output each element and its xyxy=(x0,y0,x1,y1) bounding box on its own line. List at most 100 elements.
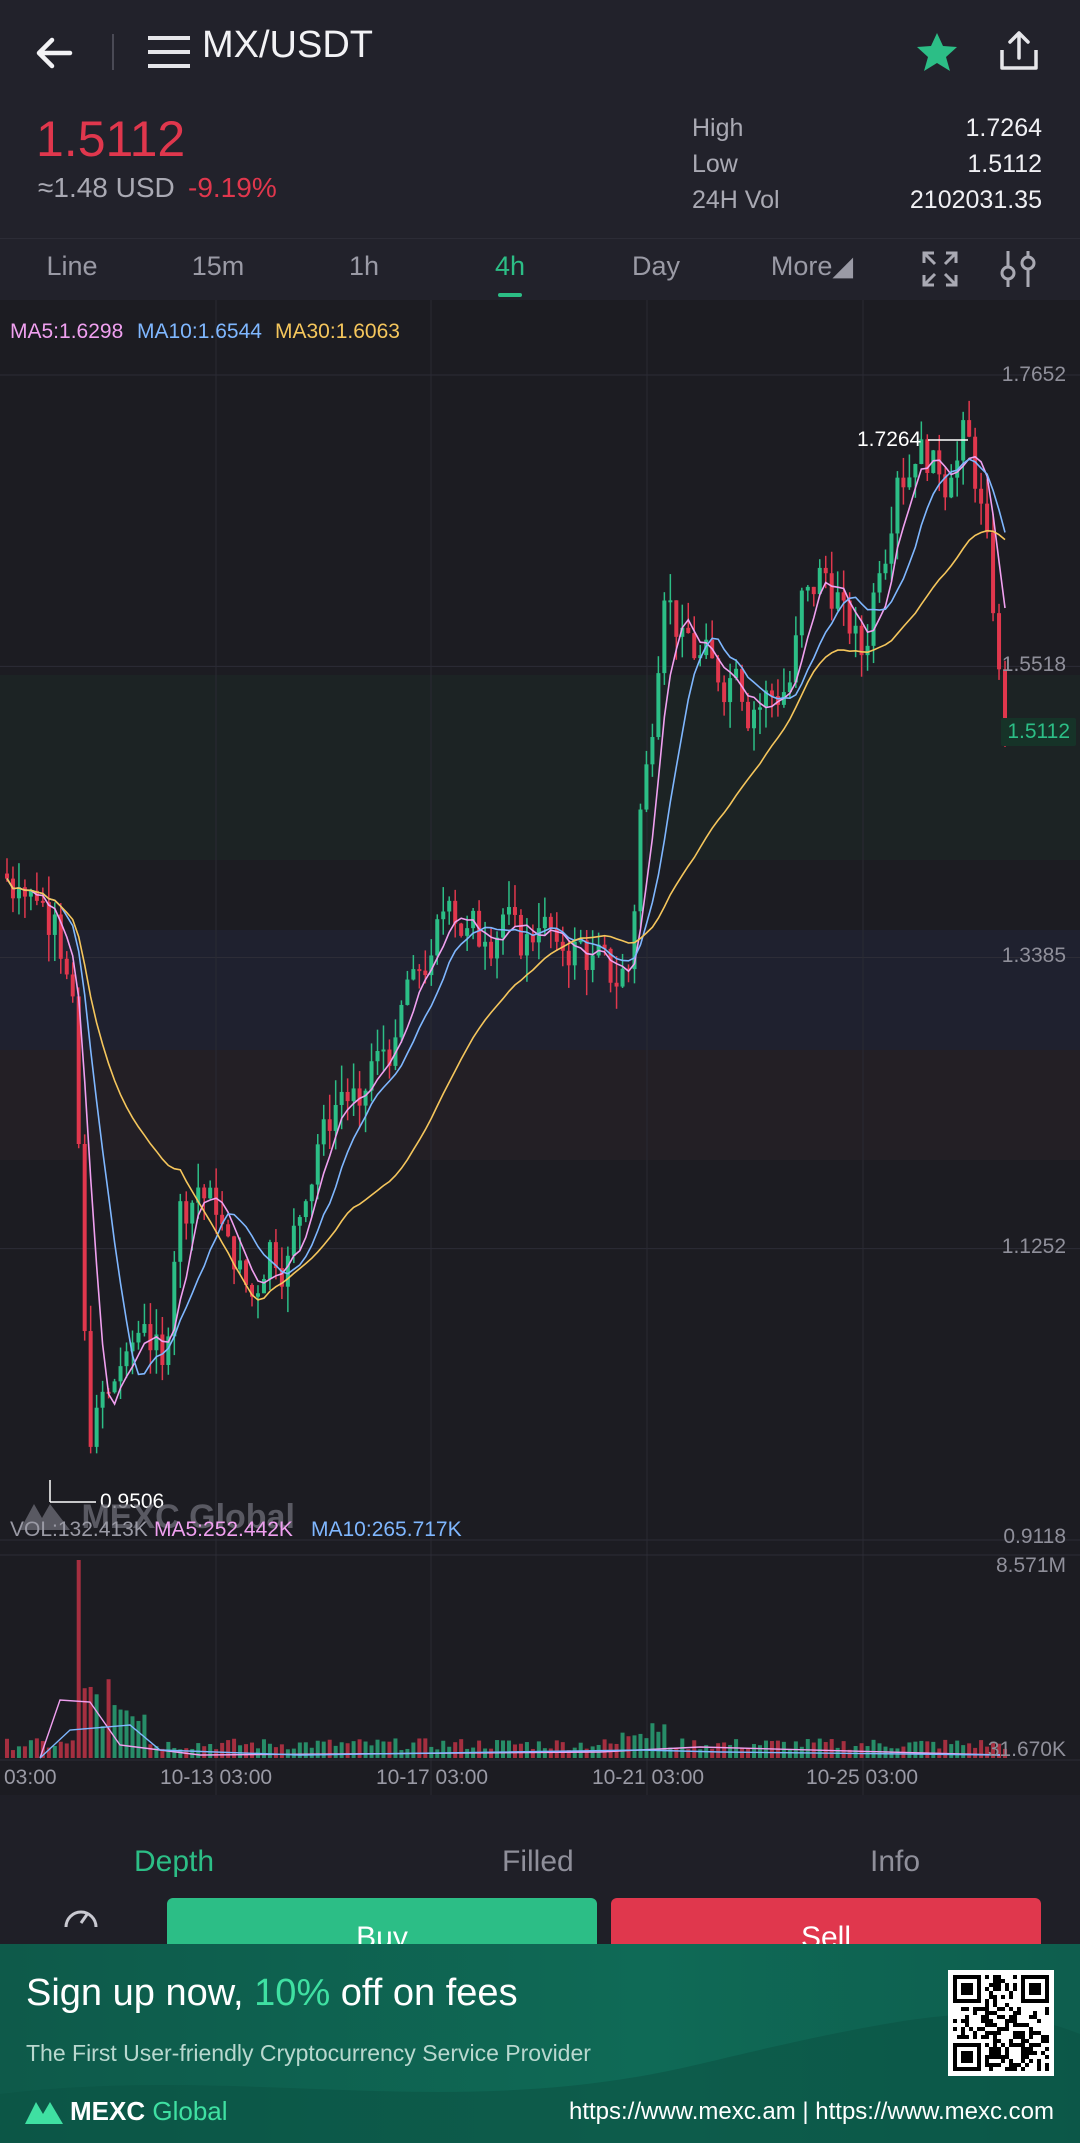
x-axis-label: 03:00 xyxy=(4,1766,57,1789)
tab-day[interactable]: Day xyxy=(631,251,680,281)
candle-body xyxy=(130,1342,135,1352)
candle-body xyxy=(46,902,51,935)
candle-body xyxy=(423,970,428,976)
candle-body xyxy=(387,1049,392,1066)
qr-module xyxy=(985,1999,989,2003)
candle-body xyxy=(250,1284,255,1297)
favorite-star-icon[interactable] xyxy=(914,30,960,76)
volume-bar xyxy=(871,1739,876,1758)
menu-icon[interactable] xyxy=(148,32,190,72)
volume-bar xyxy=(973,1747,978,1758)
candle-body xyxy=(315,1144,320,1185)
volume-bar xyxy=(112,1705,117,1758)
volume-bar xyxy=(518,1743,523,1758)
volume-bar xyxy=(357,1739,362,1758)
candle-body xyxy=(608,948,613,983)
tab-1h[interactable]: 1h xyxy=(348,251,380,281)
indicator-settings-icon[interactable] xyxy=(998,249,1038,289)
volume-bar xyxy=(692,1740,697,1758)
qr-module xyxy=(1029,2051,1033,2055)
candle-body xyxy=(662,600,667,674)
candle-body xyxy=(495,937,500,959)
candle-body xyxy=(847,600,852,634)
x-axis-label: 10-13 03:00 xyxy=(160,1766,273,1789)
qr-module xyxy=(1013,1975,1017,1979)
tab-depth[interactable]: Depth xyxy=(134,1845,215,1878)
website-urls[interactable]: https://www.mexc.am | https://www.mexc.c… xyxy=(568,2098,1054,2125)
trading-pair-title[interactable]: MX/USDT xyxy=(202,24,373,66)
volume-bar xyxy=(757,1745,762,1758)
candle-body xyxy=(686,627,691,634)
volume-bar xyxy=(339,1742,344,1758)
candle-body xyxy=(220,1214,225,1225)
volume-bar xyxy=(805,1739,810,1758)
candle-body xyxy=(363,1090,368,1106)
qr-module xyxy=(989,2055,993,2059)
candle-body xyxy=(501,914,506,938)
qr-module xyxy=(1045,2039,1049,2043)
qr-module xyxy=(1037,2031,1041,2035)
qr-module xyxy=(1017,2035,1021,2039)
back-arrow-icon[interactable] xyxy=(30,28,80,78)
tab-line[interactable]: Line xyxy=(46,251,98,281)
candle-body xyxy=(871,592,876,646)
qr-module xyxy=(1001,2007,1005,2011)
qr-module xyxy=(985,2059,989,2063)
volume-bar xyxy=(208,1744,213,1758)
candle-body xyxy=(142,1324,147,1333)
y-axis-label: 1.5518 xyxy=(1001,653,1066,676)
tab-info[interactable]: Info xyxy=(870,1845,921,1878)
qr-module xyxy=(973,2031,977,2035)
tab-filled[interactable]: Filled xyxy=(502,1845,574,1878)
qr-module xyxy=(1013,1987,1017,1991)
qr-module xyxy=(1025,2047,1029,2051)
volume-bar xyxy=(154,1746,159,1758)
qr-module xyxy=(1029,2015,1033,2019)
candle-body xyxy=(124,1351,129,1367)
volume-bar xyxy=(961,1745,966,1758)
candle-body xyxy=(763,690,768,708)
watermark-text: MEXC Global xyxy=(81,1498,295,1536)
volume-bar xyxy=(315,1740,320,1758)
qr-module xyxy=(1021,2035,1025,2039)
high-marker-label: 1.7264 xyxy=(857,428,922,451)
fullscreen-icon[interactable] xyxy=(922,251,958,287)
volume-bar xyxy=(620,1732,625,1758)
gauge-icon[interactable] xyxy=(62,1899,100,1933)
qr-module xyxy=(1029,2031,1033,2035)
candle-body xyxy=(34,890,39,901)
qr-module xyxy=(997,1983,1001,1987)
qr-module xyxy=(1013,2015,1017,2019)
kline-chart[interactable]: MA5:1.6298 MA10:1.6544 MA30:1.6063 1.765… xyxy=(0,300,1080,1795)
candle-body xyxy=(226,1224,231,1237)
candle-body xyxy=(369,1061,374,1091)
candle-body xyxy=(16,887,21,899)
qr-module xyxy=(1033,2043,1037,2047)
candlestick-chart-svg[interactable] xyxy=(0,300,1080,1795)
tab-4h[interactable]: 4h xyxy=(494,251,526,281)
qr-module xyxy=(1021,2067,1025,2071)
qr-module xyxy=(1025,2063,1029,2067)
qr-module xyxy=(973,2007,977,2011)
volume-bar xyxy=(698,1749,703,1758)
candle-body xyxy=(327,1119,332,1131)
tab-15m[interactable]: 15m xyxy=(191,251,245,281)
qr-module xyxy=(1005,2055,1009,2059)
qr-module xyxy=(989,1995,993,1999)
qr-module xyxy=(1045,2055,1049,2059)
volume-bar xyxy=(536,1741,541,1758)
candle-body xyxy=(4,873,9,879)
tab-more[interactable]: More◢ xyxy=(770,251,854,281)
interval-tabs: Line 15m 1h 4h Day More◢ xyxy=(0,238,1080,300)
promo-banner[interactable]: Sign up now, 10% off on fees The First U… xyxy=(0,1944,1080,2143)
volume-bar xyxy=(148,1744,153,1758)
volume-bar xyxy=(477,1740,482,1758)
candle-body xyxy=(483,941,488,947)
volume-bar xyxy=(106,1679,111,1758)
qr-module xyxy=(1017,2031,1021,2035)
share-icon[interactable] xyxy=(998,28,1040,72)
qr-module xyxy=(1033,2031,1037,2035)
qr-module xyxy=(993,2023,997,2027)
candle-body xyxy=(351,1088,356,1102)
candle-body xyxy=(817,567,822,595)
